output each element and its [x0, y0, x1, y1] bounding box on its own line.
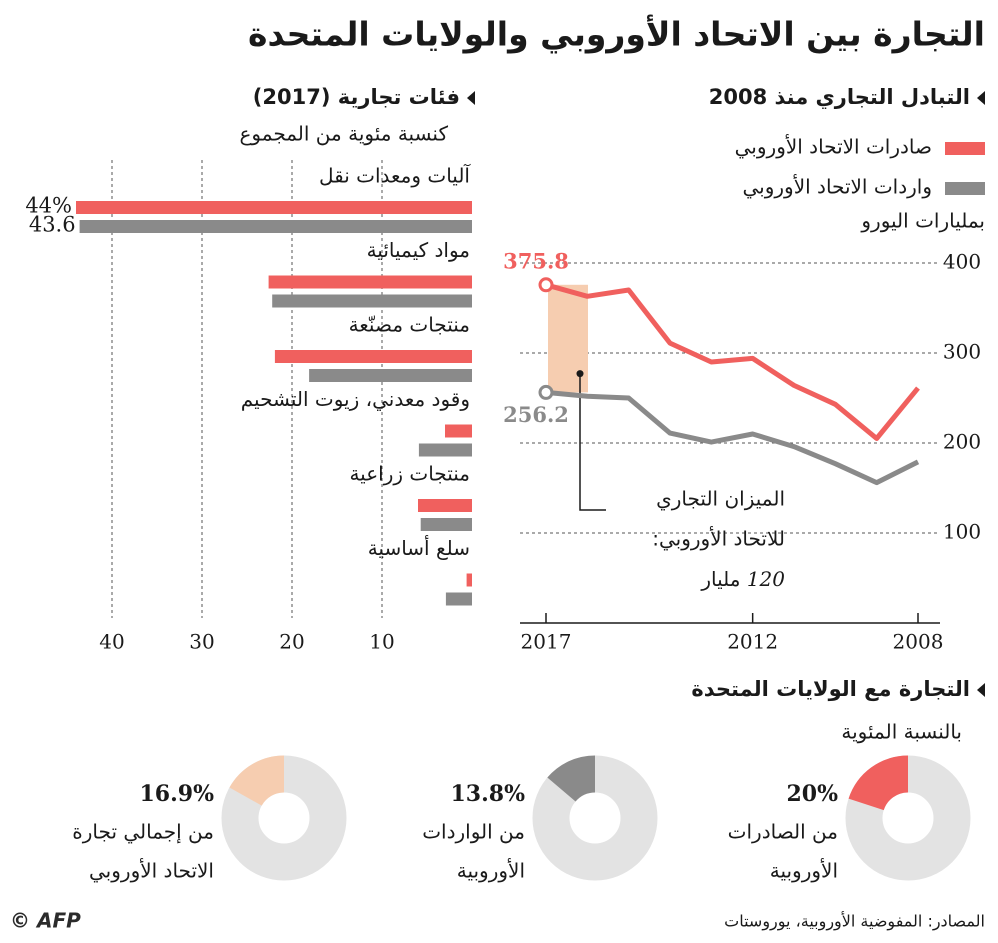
bar — [466, 573, 472, 587]
category-label: منتجات زراعية — [349, 462, 470, 486]
value-label: 43.6 — [29, 213, 76, 237]
main-title: التجارة بين الاتحاد الأوروبي والولايات ا… — [248, 14, 985, 55]
y-tick-label: 100 — [943, 520, 981, 544]
x-tick-label: 2012 — [727, 630, 778, 654]
donut-label: الاتحاد الأوروبي — [89, 859, 214, 884]
donut-label: من إجمالي تجارة — [72, 820, 214, 845]
category-label: وقود معدني، زيوت التشحيم — [241, 387, 470, 412]
point — [538, 384, 554, 400]
donut-slice — [229, 755, 286, 807]
donut-label: الأوروبية — [770, 859, 838, 883]
bar — [268, 275, 472, 289]
bar — [445, 592, 472, 606]
line-title: التبادل التجاري منذ 2008 — [709, 85, 970, 110]
annotation-unit: مليار — [700, 567, 740, 591]
donut-subtitle: بالنسبة المئوية — [841, 720, 962, 744]
x-tick-label: 10 — [369, 630, 394, 654]
x-tick-label: 40 — [99, 630, 124, 654]
value-label: 16.9% — [140, 781, 215, 807]
bar — [420, 518, 472, 531]
section-marker — [977, 683, 985, 697]
annotation: للاتحاد الأوروبي: — [652, 527, 785, 552]
point — [538, 277, 554, 293]
section-marker — [467, 91, 475, 105]
y-tick-label: 400 — [943, 250, 981, 274]
category-label: سلع أساسية — [368, 535, 470, 560]
donut-title: التجارة مع الولايات المتحدة — [691, 677, 970, 701]
category-label: منتجات مصنّعة — [349, 313, 470, 337]
x-tick-label: 2008 — [893, 630, 944, 654]
bar — [418, 443, 472, 457]
callout-line — [579, 373, 606, 511]
bar — [76, 201, 472, 214]
source: المصادر: المفوضية الأوروبية، يوروستات — [724, 911, 985, 932]
bar-title: فئات تجارية (2017) — [253, 85, 460, 109]
bar — [445, 424, 472, 438]
y-tick-label: 300 — [943, 340, 981, 364]
donut-label: من الواردات — [422, 820, 525, 844]
category-label: مواد كيميائية — [367, 238, 470, 262]
value-label: 256.2 — [503, 402, 569, 427]
value-label: 20% — [786, 781, 838, 807]
legend-label: صادرات الاتحاد الأوروبي — [735, 135, 932, 160]
bar — [309, 369, 472, 382]
annotation: 120 مليار — [700, 567, 785, 591]
x-tick-label: 20 — [279, 630, 304, 654]
section-marker — [977, 91, 985, 105]
y-axis-label: بمليارات اليورو — [860, 209, 985, 233]
value-label: 13.8% — [451, 781, 526, 807]
legend-swatch — [945, 142, 985, 155]
legend-swatch — [945, 182, 985, 195]
annotation: الميزان التجاري — [656, 487, 785, 512]
series-line — [545, 389, 920, 486]
bar — [418, 499, 472, 512]
bar — [274, 350, 472, 363]
donut-label: الأوروبية — [457, 859, 525, 883]
donut-slice — [848, 755, 910, 812]
credit: © AFP — [10, 909, 81, 933]
bar — [79, 220, 472, 233]
x-tick-label: 30 — [189, 630, 214, 654]
bar — [272, 294, 472, 308]
category-label: آليات ومعدات نقل — [319, 163, 471, 188]
series-line — [545, 282, 920, 441]
donut-label: من الصادرات — [728, 820, 838, 844]
donut-slice — [547, 755, 597, 803]
value-label: 44% — [25, 194, 72, 218]
bar-subtitle: كنسبة مئوية من المجموع — [240, 122, 449, 146]
y-tick-label: 200 — [943, 430, 981, 454]
annotation-value: 120 — [747, 567, 785, 591]
x-tick-label: 2017 — [521, 630, 572, 654]
legend-label: واردات الاتحاد الأوروبي — [743, 175, 933, 200]
value-label: 375.8 — [503, 248, 569, 273]
